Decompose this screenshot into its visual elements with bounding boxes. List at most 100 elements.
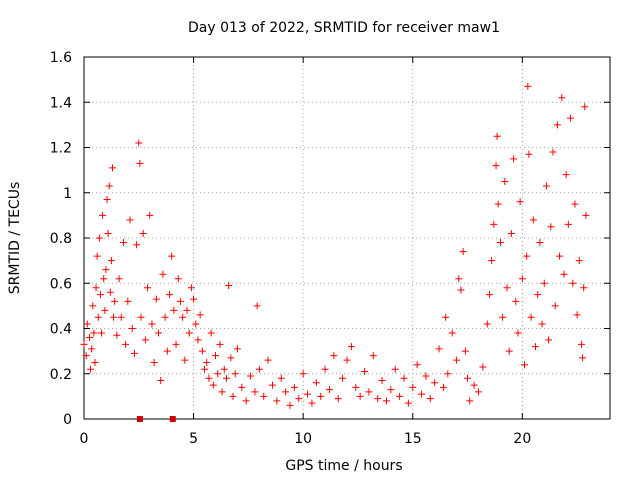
- data-point: [101, 306, 109, 314]
- data-point: [95, 234, 103, 242]
- data-point: [321, 365, 329, 373]
- y-tick-label: 1: [63, 186, 72, 202]
- data-point: [505, 347, 513, 355]
- data-point: [155, 329, 163, 337]
- data-point: [192, 320, 200, 328]
- data-point: [525, 150, 533, 158]
- data-point: [165, 291, 173, 299]
- data-point: [347, 343, 355, 351]
- data-point: [571, 200, 579, 208]
- y-tick-label: 0.4: [50, 322, 72, 338]
- data-point: [580, 284, 588, 292]
- data-point: [521, 361, 529, 369]
- data-point: [365, 388, 373, 396]
- data-point: [499, 313, 507, 321]
- data-point: [453, 356, 461, 364]
- data-point: [374, 395, 382, 403]
- data-point: [501, 177, 509, 185]
- y-tick-label: 0.2: [50, 367, 72, 383]
- data-point: [507, 229, 515, 237]
- data-point: [83, 320, 91, 328]
- data-points: [80, 82, 590, 409]
- data-point: [442, 313, 450, 321]
- data-point: [233, 345, 241, 353]
- data-point: [128, 325, 136, 332]
- data-point: [207, 329, 215, 337]
- data-point: [157, 377, 165, 385]
- data-point: [110, 313, 118, 321]
- data-point: [470, 381, 478, 389]
- data-point: [493, 132, 501, 140]
- data-point: [174, 275, 182, 283]
- data-point: [461, 347, 469, 355]
- data-point: [159, 270, 167, 278]
- data-point: [205, 374, 213, 382]
- data-point: [529, 216, 537, 224]
- data-point: [556, 252, 564, 260]
- x-tick-label: 0: [80, 431, 89, 447]
- data-point: [558, 94, 566, 102]
- x-tick-label: 10: [294, 431, 312, 447]
- data-point: [435, 345, 443, 353]
- data-point: [264, 356, 272, 364]
- data-point: [581, 103, 589, 111]
- data-point: [308, 399, 316, 407]
- y-tick-label: 1.2: [50, 141, 72, 157]
- data-point: [277, 374, 285, 382]
- data-point: [88, 345, 96, 353]
- data-point: [168, 252, 176, 260]
- data-point: [90, 329, 98, 337]
- data-point: [382, 397, 390, 405]
- data-point: [299, 370, 307, 378]
- data-point: [122, 340, 130, 348]
- data-point: [352, 383, 360, 391]
- data-point: [510, 155, 518, 163]
- data-point: [564, 220, 572, 228]
- data-point: [457, 286, 465, 294]
- data-point: [133, 241, 141, 249]
- data-point: [183, 306, 191, 314]
- y-tick-label: 0.8: [50, 231, 72, 247]
- data-point: [163, 347, 171, 355]
- data-point: [137, 313, 145, 321]
- x-axis-ticks: 0 5 10 15 20: [80, 57, 531, 447]
- data-point: [518, 275, 526, 283]
- data-point: [111, 297, 119, 305]
- data-point: [549, 148, 557, 156]
- data-point: [87, 365, 95, 373]
- data-point: [150, 358, 158, 366]
- data-point: [105, 182, 113, 190]
- data-point: [203, 358, 211, 366]
- data-point: [286, 401, 294, 409]
- data-point: [325, 386, 333, 394]
- data-point: [126, 216, 134, 224]
- data-point: [130, 349, 138, 357]
- data-point: [103, 196, 111, 204]
- data-point: [253, 302, 261, 310]
- data-point: [304, 390, 312, 398]
- data-point: [369, 352, 377, 360]
- y-tick-label: 0: [63, 412, 72, 428]
- data-point: [135, 139, 143, 147]
- data-point: [273, 397, 281, 405]
- data-point: [268, 381, 276, 389]
- data-point: [92, 284, 100, 292]
- data-point: [527, 313, 535, 321]
- data-point: [216, 340, 224, 348]
- data-point: [560, 270, 568, 278]
- data-point: [146, 211, 154, 219]
- data-point: [247, 372, 255, 380]
- data-point: [85, 334, 93, 342]
- data-point: [89, 302, 97, 310]
- data-point: [361, 367, 369, 375]
- data-point: [545, 336, 553, 344]
- data-point: [431, 379, 439, 387]
- data-point: [378, 377, 386, 385]
- chart-title: Day 013 of 2022, SRMTID for receiver maw…: [188, 20, 500, 36]
- data-point: [339, 374, 347, 382]
- data-point: [113, 331, 121, 339]
- data-point: [100, 275, 108, 283]
- data-point: [94, 313, 102, 321]
- y-tick-label: 1.4: [50, 95, 72, 111]
